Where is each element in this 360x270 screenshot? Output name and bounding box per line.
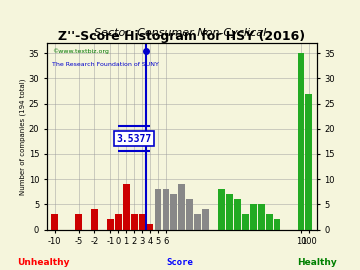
Bar [51,214,58,230]
Bar [131,214,138,230]
Bar [186,199,193,230]
Bar [147,224,153,229]
Bar [91,209,98,230]
Text: Unhealthy: Unhealthy [17,258,69,267]
Bar [154,189,161,230]
Bar [115,214,122,230]
Bar [194,214,201,230]
Bar [163,189,169,230]
Bar [242,214,249,230]
Bar [139,214,145,230]
Text: ©www.textbiz.org: ©www.textbiz.org [52,49,109,55]
Bar [226,194,233,230]
Bar [171,194,177,230]
Bar [298,53,304,230]
Bar [258,204,265,230]
Text: 3.5377: 3.5377 [117,134,152,144]
Title: Z''-Score Histogram for HSY (2016): Z''-Score Histogram for HSY (2016) [58,30,305,43]
Text: Sector: Consumer Non-Cyclical: Sector: Consumer Non-Cyclical [94,28,266,38]
Bar [218,189,225,230]
Text: The Research Foundation of SUNY: The Research Foundation of SUNY [52,62,159,67]
Bar [306,93,312,230]
Text: Healthy: Healthy [297,258,337,267]
Bar [266,214,273,230]
Bar [234,199,241,230]
Bar [274,220,280,230]
Bar [107,220,114,230]
Bar [179,184,185,230]
Bar [123,184,130,230]
Text: Score: Score [167,258,193,267]
Bar [250,204,257,230]
Bar [202,209,209,230]
Y-axis label: Number of companies (194 total): Number of companies (194 total) [19,78,26,195]
Bar [75,214,82,230]
